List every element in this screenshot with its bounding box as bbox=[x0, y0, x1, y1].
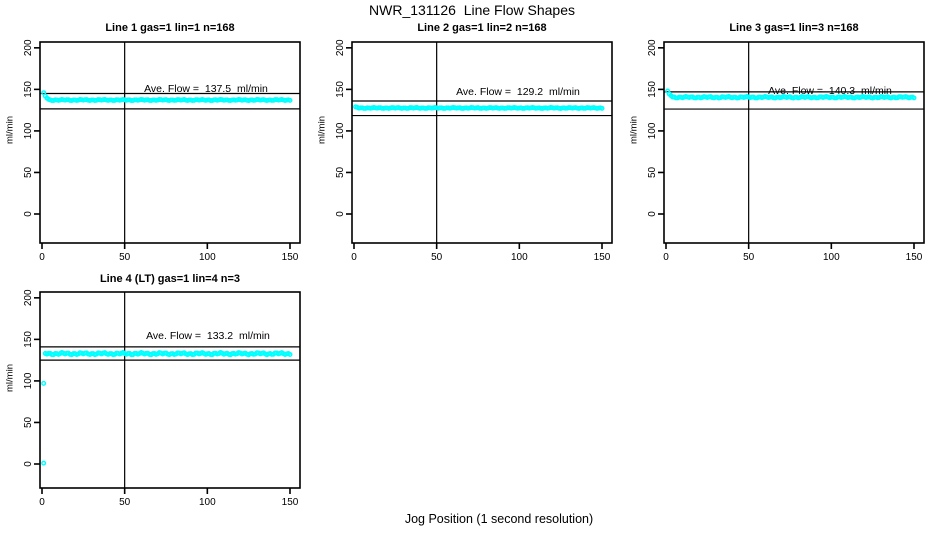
y-tick-label: 200 bbox=[647, 39, 658, 56]
y-tick-label: 0 bbox=[647, 211, 658, 217]
y-tick-label: 50 bbox=[647, 166, 658, 178]
data-point bbox=[599, 105, 605, 111]
x-tick-label: 100 bbox=[199, 252, 216, 263]
data-point bbox=[287, 351, 293, 357]
panel-3-title: Line 3 gas=1 lin=3 n=168 bbox=[729, 22, 859, 34]
x-tick-label: 150 bbox=[906, 252, 923, 263]
data-point bbox=[41, 460, 47, 466]
y-tick-label: 0 bbox=[23, 211, 34, 217]
x-tick-label: 50 bbox=[431, 252, 443, 263]
y-tick-label: 0 bbox=[335, 211, 346, 217]
panel-4-title: Line 4 (LT) gas=1 lin=4 n=3 bbox=[99, 273, 241, 285]
x-tick-label: 50 bbox=[743, 252, 755, 263]
y-tick-label: 0 bbox=[23, 461, 34, 467]
y-tick-label: 100 bbox=[23, 372, 34, 389]
x-tick-label: 0 bbox=[663, 252, 669, 263]
y-tick-label: 100 bbox=[335, 122, 346, 139]
panel-4-plot: 0 50 100 150 0 50 100 150 200 bbox=[23, 289, 301, 508]
panel-4-y-axis-label: ml/min bbox=[4, 364, 16, 392]
panel-1-y-axis-label: ml/min bbox=[4, 116, 16, 144]
panel-2-ave-flow-annotation: Ave. Flow = 129.2 ml/min bbox=[456, 86, 580, 98]
y-tick-label: 150 bbox=[647, 81, 658, 98]
panel-2-title: Line 2 gas=1 lin=2 n=168 bbox=[417, 22, 547, 34]
y-tick-label: 100 bbox=[647, 122, 658, 139]
y-tick-label: 50 bbox=[335, 166, 346, 178]
y-tick-label: 150 bbox=[23, 81, 34, 98]
y-tick-label: 200 bbox=[23, 39, 34, 56]
y-tick-label: 100 bbox=[23, 122, 34, 139]
plot-box bbox=[663, 41, 925, 244]
plot-box bbox=[351, 41, 613, 244]
x-tick-label: 0 bbox=[351, 252, 357, 263]
x-tick-label: 150 bbox=[282, 497, 299, 508]
x-tick-label: 0 bbox=[39, 252, 45, 263]
panel-3-plot: 0 50 100 150 0 50 100 150 200 bbox=[647, 39, 925, 263]
y-tick-label: 150 bbox=[23, 331, 34, 348]
panel-1-plot: 0 50 100 150 0 50 100 150 200 bbox=[23, 39, 301, 263]
x-tick-label: 50 bbox=[119, 252, 131, 263]
panel-1-title: Line 1 gas=1 lin=1 n=168 bbox=[105, 22, 235, 34]
panel-3-y-axis-label: ml/min bbox=[628, 116, 640, 144]
panel-2-y-axis-label: ml/min bbox=[316, 116, 328, 144]
panel-3-ave-flow-annotation: Ave. Flow = 140.3 ml/min bbox=[768, 85, 892, 97]
y-tick-label: 200 bbox=[335, 39, 346, 56]
x-tick-label: 100 bbox=[199, 497, 216, 508]
panel-4-ave-flow-annotation: Ave. Flow = 133.2 ml/min bbox=[146, 330, 270, 342]
y-tick-label: 50 bbox=[23, 416, 34, 428]
x-tick-label: 0 bbox=[39, 497, 45, 508]
x-tick-label: 150 bbox=[282, 252, 299, 263]
data-point bbox=[287, 97, 293, 103]
panel-2-plot: 0 50 100 150 0 50 100 150 200 bbox=[335, 39, 613, 263]
x-tick-label: 50 bbox=[119, 497, 131, 508]
data-point bbox=[911, 95, 917, 101]
main-title: NWR_131126 Line Flow Shapes bbox=[369, 2, 575, 18]
panel-1-ave-flow-annotation: Ave. Flow = 137.5 ml/min bbox=[144, 83, 268, 95]
y-tick-label: 200 bbox=[23, 289, 34, 306]
y-tick-label: 50 bbox=[23, 166, 34, 178]
x-tick-label: 150 bbox=[594, 252, 611, 263]
data-point bbox=[41, 380, 47, 386]
x-tick-label: 100 bbox=[823, 252, 840, 263]
x-tick-label: 100 bbox=[511, 252, 528, 263]
plot-box bbox=[39, 41, 301, 244]
x-axis-label: Jog Position (1 second resolution) bbox=[404, 512, 594, 526]
y-tick-label: 150 bbox=[335, 81, 346, 98]
plot-box bbox=[39, 291, 301, 489]
